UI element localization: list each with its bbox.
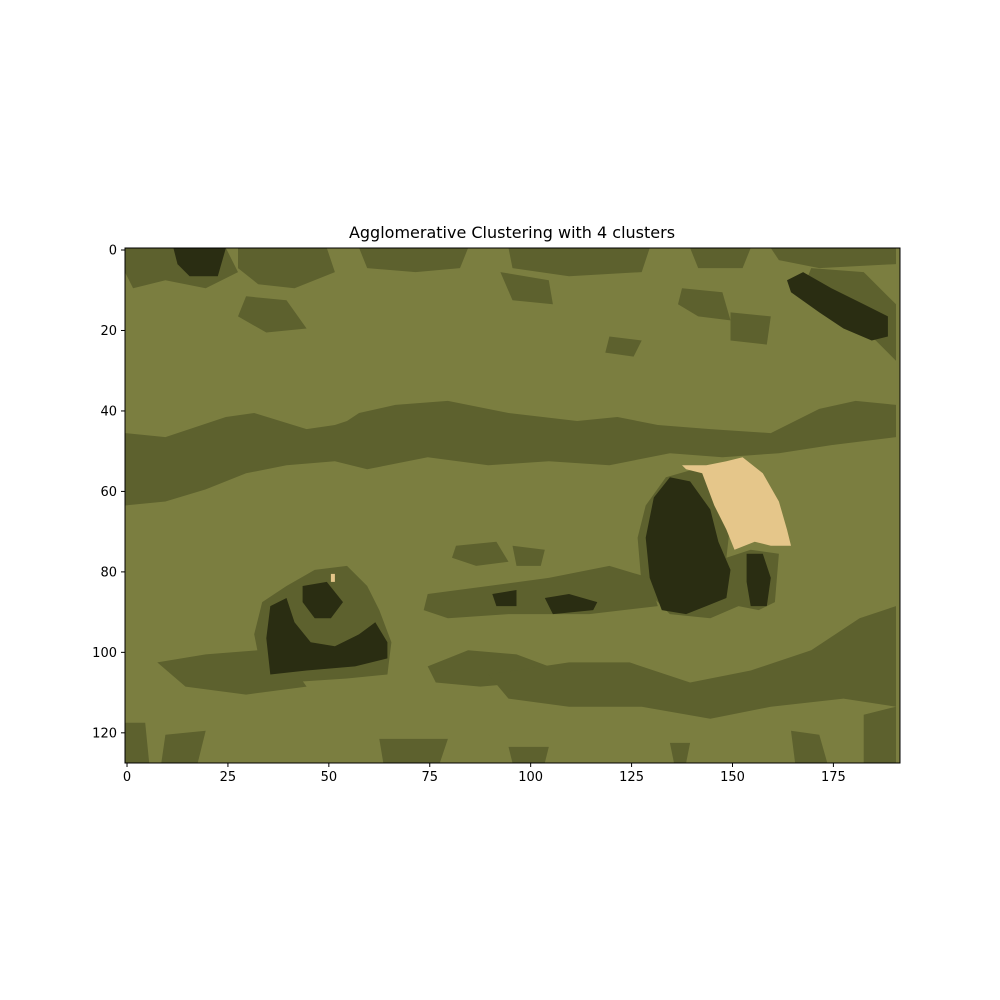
y-tick-label: 60 [100, 485, 117, 500]
cluster-region-1 [488, 606, 896, 719]
y-tick-label: 80 [100, 565, 117, 580]
cluster-region-2 [746, 553, 771, 607]
cluster-region-2 [173, 248, 226, 277]
y-tick-label: 120 [92, 726, 117, 741]
cluster-region-1 [238, 296, 307, 333]
x-tick-label: 100 [518, 770, 543, 785]
x-tick-label: 0 [123, 770, 131, 785]
cluster-region-1 [730, 312, 771, 345]
cluster-region-1 [678, 288, 731, 321]
cluster-region-1 [359, 248, 469, 273]
y-tick-label: 100 [92, 646, 117, 661]
y-axis: 0 20 40 60 80 100 120 [92, 244, 125, 741]
cluster-region-1 [161, 730, 206, 763]
cluster-region-1 [512, 545, 545, 566]
cluster-region-2 [492, 590, 517, 607]
cluster-region-2 [544, 594, 598, 615]
cluster-region-1 [791, 730, 828, 763]
cluster-region-1 [452, 541, 509, 566]
chart-title: Agglomerative Clustering with 4 clusters [349, 223, 675, 242]
plot-frame [124, 247, 901, 764]
cluster-region-2 [787, 272, 888, 341]
y-tick-label: 40 [100, 404, 117, 419]
cluster-region-2 [645, 477, 731, 615]
cluster-region-1 [605, 336, 642, 357]
cluster-region-1 [125, 400, 896, 506]
cluster-region-1 [379, 738, 448, 763]
x-axis: 0 25 50 75 100 125 150 175 [123, 763, 846, 785]
cluster-region-1 [690, 248, 751, 269]
x-tick-label: 150 [720, 770, 745, 785]
cluster-region-2 [302, 581, 343, 619]
cluster-region-3 [330, 573, 335, 582]
x-tick-label: 125 [619, 770, 644, 785]
cluster-region-1 [508, 746, 549, 763]
cluster-region-1 [770, 248, 896, 269]
cluster-region-1 [238, 248, 335, 289]
cluster-region-1 [669, 742, 691, 763]
x-tick-label: 50 [321, 770, 338, 785]
y-tick-label: 0 [109, 244, 117, 259]
cluster-region-1 [500, 272, 553, 305]
cluster-image [125, 248, 900, 763]
x-tick-label: 25 [220, 770, 237, 785]
cluster-region-1 [863, 706, 896, 763]
cluster-region-1 [508, 248, 650, 277]
cluster-region-3 [682, 457, 791, 550]
x-tick-label: 175 [821, 770, 846, 785]
cluster-region-2 [266, 598, 388, 675]
y-tick-label: 20 [100, 324, 117, 339]
x-tick-label: 75 [421, 770, 438, 785]
cluster-region-1 [423, 565, 658, 619]
cluster-region-1 [125, 722, 150, 763]
